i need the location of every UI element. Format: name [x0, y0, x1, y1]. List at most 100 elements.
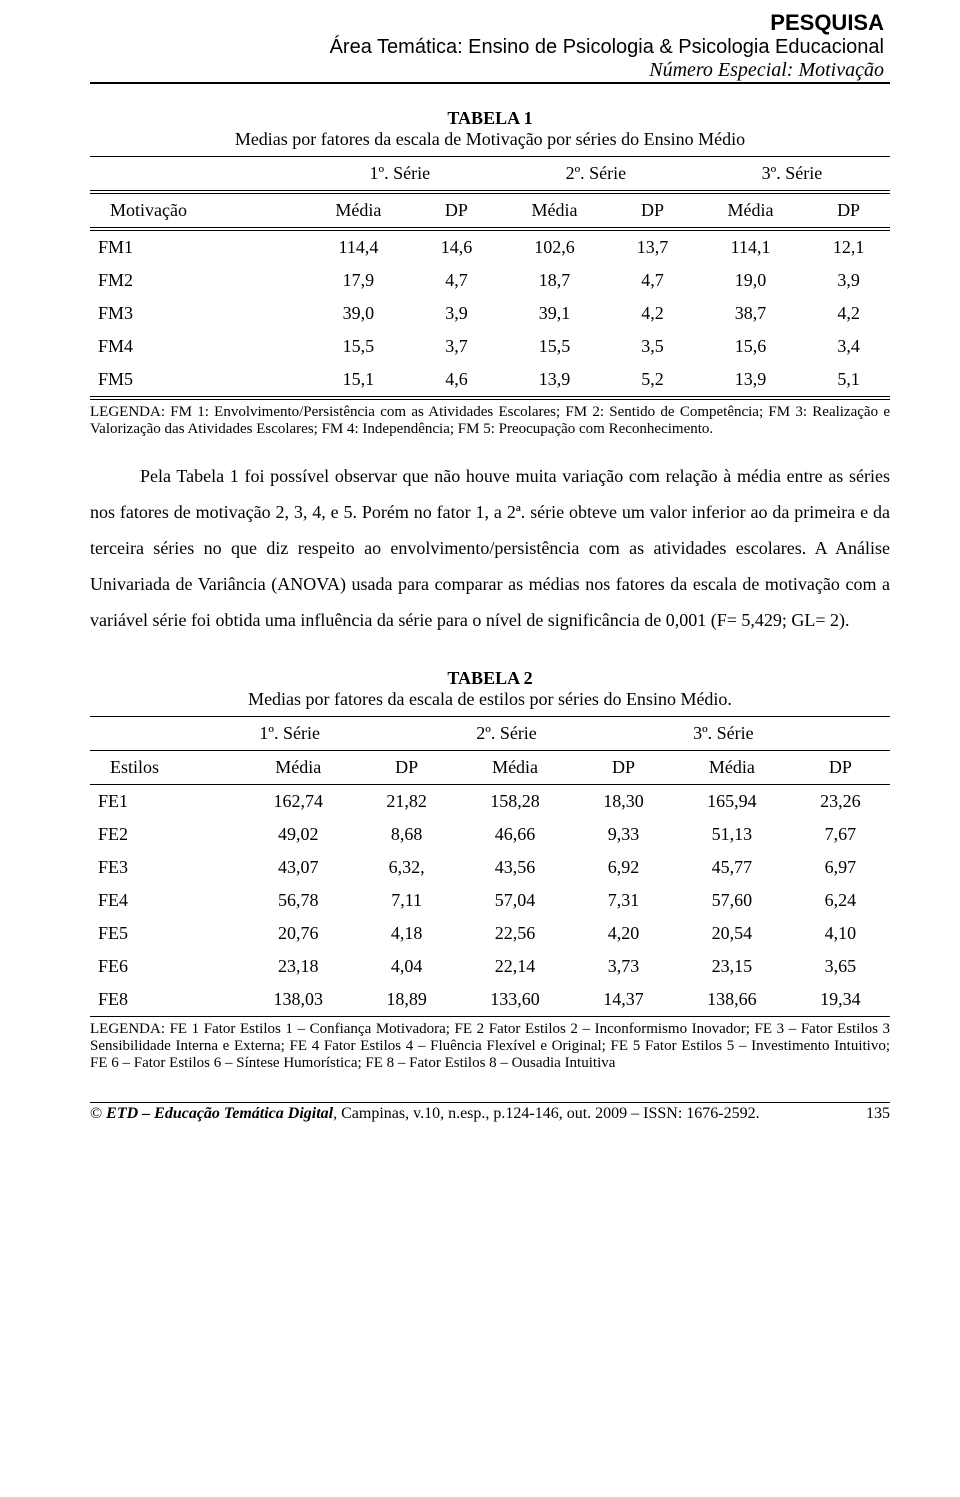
table-cell: 3,73	[574, 950, 673, 983]
table-cell: 51,13	[673, 818, 791, 851]
table-cell: 49,02	[239, 818, 357, 851]
table-row-label: FE4	[90, 884, 239, 917]
table-row-label: FE8	[90, 983, 239, 1017]
table-cell: 15,1	[302, 363, 415, 398]
table1-series1: 1º. Série	[302, 157, 498, 193]
table-cell: 3,7	[415, 330, 498, 363]
body-paragraph: Pela Tabela 1 foi possível observar que …	[90, 458, 890, 638]
table-cell: 4,2	[807, 297, 890, 330]
table1-series2: 2º. Série	[498, 157, 694, 193]
table-cell: 22,14	[456, 950, 574, 983]
table-cell: 56,78	[239, 884, 357, 917]
table-cell: 133,60	[456, 983, 574, 1017]
col-header: Média	[302, 192, 415, 229]
table-cell: 45,77	[673, 851, 791, 884]
footer: © ETD – Educação Temática Digital, Campi…	[90, 1103, 890, 1123]
table-cell: 4,7	[611, 264, 694, 297]
col-header: Média	[673, 751, 791, 785]
table-cell: 15,6	[694, 330, 807, 363]
table-cell: 4,10	[791, 917, 890, 950]
table-cell: 18,30	[574, 785, 673, 819]
table1-legend: LEGENDA: FM 1: Envolvimento/Persistência…	[90, 404, 890, 438]
header-line3: Número Especial: Motivação	[90, 59, 884, 82]
table-cell: 114,4	[302, 229, 415, 264]
legend-label: LEGENDA:	[90, 404, 165, 420]
header-line2: Área Temática: Ensino de Psicologia & Ps…	[90, 36, 884, 59]
table-cell: 38,7	[694, 297, 807, 330]
table1-series3: 3º. Série	[694, 157, 890, 193]
table-cell: 18,89	[357, 983, 456, 1017]
table-cell: 138,03	[239, 983, 357, 1017]
table-cell: 23,26	[791, 785, 890, 819]
table-cell: 162,74	[239, 785, 357, 819]
table-cell: 6,92	[574, 851, 673, 884]
table-cell: 5,1	[807, 363, 890, 398]
table-cell: 39,1	[498, 297, 611, 330]
table2-caption: Medias por fatores da escala de estilos …	[90, 689, 890, 710]
table-cell: 21,82	[357, 785, 456, 819]
table-row-label: FM5	[90, 363, 302, 398]
table-cell: 3,4	[807, 330, 890, 363]
table-cell: 14,37	[574, 983, 673, 1017]
table-cell: 23,15	[673, 950, 791, 983]
table-row-label: FE3	[90, 851, 239, 884]
table-cell: 3,9	[415, 297, 498, 330]
table-cell: 15,5	[498, 330, 611, 363]
table-cell: 19,34	[791, 983, 890, 1017]
table-cell: 3,5	[611, 330, 694, 363]
table-cell: 20,54	[673, 917, 791, 950]
table-cell: 3,65	[791, 950, 890, 983]
table-cell: 158,28	[456, 785, 574, 819]
col-header: DP	[357, 751, 456, 785]
table-row-label: FE2	[90, 818, 239, 851]
table-row-label: FM2	[90, 264, 302, 297]
col-header: DP	[611, 192, 694, 229]
table-cell: 165,94	[673, 785, 791, 819]
table-cell: 14,6	[415, 229, 498, 264]
table-cell: 13,9	[694, 363, 807, 398]
table-cell: 4,6	[415, 363, 498, 398]
footer-citation: © ETD – Educação Temática Digital, Campi…	[90, 1105, 760, 1123]
table1: 1º. Série 2º. Série 3º. Série Motivação …	[90, 156, 890, 400]
table2-corner: Estilos	[90, 751, 239, 785]
table-cell: 43,07	[239, 851, 357, 884]
col-header: Média	[498, 192, 611, 229]
page-number: 135	[866, 1105, 890, 1123]
table-cell: 138,66	[673, 983, 791, 1017]
table-cell: 6,32,	[357, 851, 456, 884]
table-cell: 6,24	[791, 884, 890, 917]
table-cell: 3,9	[807, 264, 890, 297]
table-cell: 4,04	[357, 950, 456, 983]
header-line1: PESQUISA	[90, 10, 884, 36]
table-cell: 7,31	[574, 884, 673, 917]
table-cell: 4,7	[415, 264, 498, 297]
table-cell: 9,33	[574, 818, 673, 851]
legend-text: FM 1: Envolvimento/Persistência com as A…	[90, 404, 890, 437]
table-cell: 7,67	[791, 818, 890, 851]
table-cell: 18,7	[498, 264, 611, 297]
table-cell: 7,11	[357, 884, 456, 917]
table1-caption: Medias por fatores da escala de Motivaçã…	[90, 129, 890, 150]
table-cell: 57,60	[673, 884, 791, 917]
table2-title: TABELA 2	[90, 668, 890, 689]
table-cell: 19,0	[694, 264, 807, 297]
table2-series2: 2º. Série	[456, 717, 673, 751]
col-header: DP	[415, 192, 498, 229]
table-cell: 8,68	[357, 818, 456, 851]
table-cell: 102,6	[498, 229, 611, 264]
table-cell: 46,66	[456, 818, 574, 851]
table-cell: 43,56	[456, 851, 574, 884]
table-row-label: FM1	[90, 229, 302, 264]
table-cell: 4,20	[574, 917, 673, 950]
page-header: PESQUISA Área Temática: Ensino de Psicol…	[90, 10, 890, 84]
table-cell: 6,97	[791, 851, 890, 884]
table-cell: 39,0	[302, 297, 415, 330]
table-cell: 57,04	[456, 884, 574, 917]
table-cell: 13,9	[498, 363, 611, 398]
table2: 1º. Série 2º. Série 3º. Série Estilos Mé…	[90, 716, 890, 1017]
table-cell: 17,9	[302, 264, 415, 297]
table-cell: 12,1	[807, 229, 890, 264]
table2-series3: 3º. Série	[673, 717, 890, 751]
col-header: Média	[239, 751, 357, 785]
table-row-label: FE5	[90, 917, 239, 950]
